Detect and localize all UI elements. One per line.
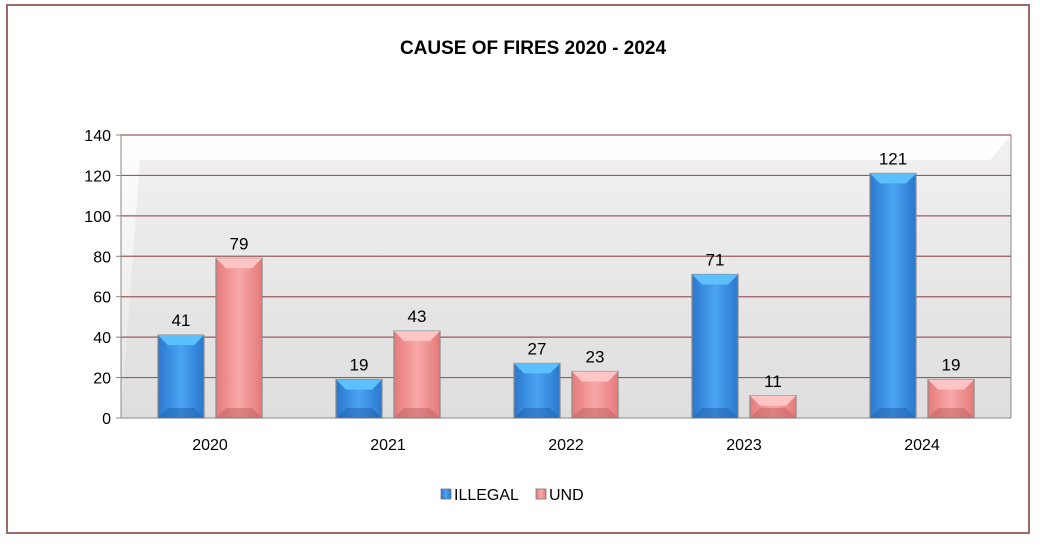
bar-cap [394, 331, 440, 342]
bar-cap [692, 274, 738, 285]
y-tick-label: 20 [93, 371, 111, 388]
bar-base [158, 408, 204, 418]
bar-body [215, 257, 263, 419]
bar-body [869, 172, 917, 419]
data-label: 27 [528, 339, 547, 358]
bar-body [691, 273, 739, 419]
bar-illegal-2023 [691, 273, 739, 419]
bar-base [928, 408, 974, 418]
y-tick-labels: 0 20 40 60 80 100 120 140 [84, 128, 121, 428]
x-tick-labels: 2020 2021 2022 2023 2024 [192, 437, 940, 454]
bar-cap [928, 379, 974, 390]
y-tick-label: 60 [93, 290, 111, 307]
bar-cap [870, 173, 916, 184]
axes [120, 135, 1012, 419]
x-tick-label: 2024 [904, 437, 940, 454]
bar-und-2021 [393, 330, 441, 419]
x-tick-label: 2022 [548, 437, 584, 454]
bar-illegal-2020 [157, 334, 205, 419]
bar-cap [572, 371, 618, 382]
bar-base [572, 408, 618, 418]
data-label: 23 [586, 348, 605, 367]
y-tick-label: 140 [84, 128, 111, 145]
bar-und-2020 [215, 257, 263, 419]
legend: ILLEGAL UND [440, 487, 584, 504]
data-label: 71 [706, 250, 725, 269]
bar-cap [750, 395, 796, 406]
bar-und-2024 [927, 378, 975, 419]
bar-illegal-2024 [869, 172, 917, 419]
bar-body [157, 334, 205, 419]
bars [157, 172, 975, 419]
gridlines [121, 134, 1011, 379]
y-tick-label: 40 [93, 330, 111, 347]
bar-illegal-2021 [335, 378, 383, 419]
y-tick-label: 120 [84, 168, 111, 185]
legend-label-und: UND [549, 487, 584, 504]
y-tick-label: 0 [102, 411, 111, 428]
plot-floor [121, 135, 1011, 418]
bar-und-2022 [571, 370, 619, 419]
bar-cap [514, 363, 560, 374]
bar-base [692, 408, 738, 418]
data-label: 43 [408, 307, 427, 326]
bar-base [394, 408, 440, 418]
y-tick-label: 100 [84, 209, 111, 226]
chart-title: CAUSE OF FIRES 2020 - 2024 [400, 38, 667, 59]
bar-cap [216, 258, 262, 269]
bar-und-2023 [749, 395, 797, 419]
legend-swatch-und [535, 488, 547, 500]
bar-cap [158, 335, 204, 346]
data-label: 41 [172, 311, 191, 330]
x-tick-label: 2020 [192, 437, 228, 454]
bar-illegal-2022 [513, 362, 561, 419]
data-label: 121 [879, 149, 907, 168]
plot-area [121, 135, 1011, 418]
bar-base [216, 408, 262, 418]
bar-base [750, 408, 796, 418]
data-labels: 41 79 19 43 27 23 71 11 121 19 [172, 149, 961, 390]
data-label: 11 [764, 372, 782, 391]
bar-body [393, 330, 441, 419]
bar-base [870, 408, 916, 418]
bar-cap [336, 379, 382, 390]
x-tick-label: 2023 [726, 437, 762, 454]
data-label: 19 [350, 356, 369, 375]
data-label: 79 [230, 234, 249, 253]
legend-label-illegal: ILLEGAL [454, 487, 519, 504]
y-tick-label: 80 [93, 249, 111, 266]
legend-swatch-illegal [440, 488, 452, 500]
bar-base [514, 408, 560, 418]
x-tick-label: 2021 [370, 437, 406, 454]
data-label: 19 [942, 356, 961, 375]
bar-base [336, 408, 382, 418]
